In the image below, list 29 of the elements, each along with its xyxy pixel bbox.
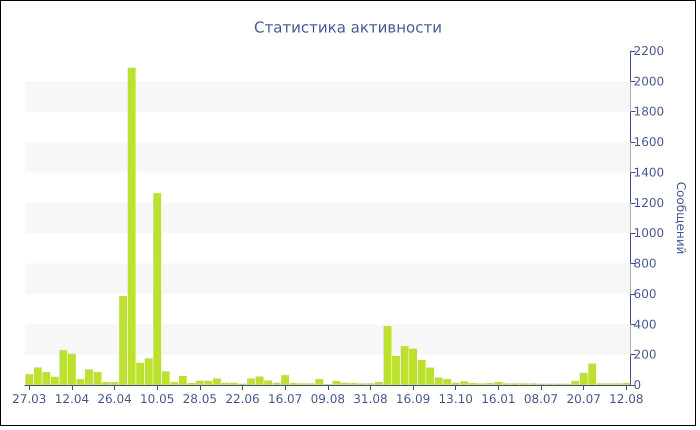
- x-tick-label: 20.07: [566, 392, 601, 406]
- y-tick-label: 1800: [634, 104, 664, 119]
- y-tick-label: 1600: [634, 135, 664, 150]
- x-tick-label: 26.04: [97, 392, 132, 406]
- y-tick-label: 200: [634, 348, 656, 362]
- x-tick-label: 16.07: [268, 392, 302, 406]
- x-tick-label: 31.08: [353, 392, 388, 406]
- x-tick-label: 16.01: [481, 392, 516, 406]
- y-tick-label: 1000: [634, 226, 664, 240]
- x-tick-label: 12.08: [609, 392, 644, 406]
- x-tick-label: 09.08: [310, 392, 345, 406]
- x-tick-label: 22.06: [225, 392, 260, 406]
- chart-title: Статистика активности: [254, 18, 442, 36]
- x-tick-label: 10.05: [140, 392, 174, 406]
- x-tick-label: 27.03: [12, 392, 46, 406]
- y-tick-label: 1200: [634, 196, 664, 210]
- y-tick-label: 0: [634, 378, 642, 392]
- y-tick-label: 2000: [634, 74, 664, 88]
- x-tick-label: 12.04: [54, 392, 90, 406]
- y-tick-label: 600: [634, 286, 656, 301]
- x-tick-label: 16.09: [396, 392, 430, 406]
- y-tick-label: 800: [634, 256, 656, 271]
- x-tick-label: 28.05: [182, 392, 218, 406]
- y-axis-title: Сообщений: [674, 182, 688, 254]
- y-tick-label: 400: [634, 317, 656, 332]
- x-tick-label: 08.07: [524, 392, 558, 406]
- y-tick-label: 1400: [634, 165, 664, 180]
- y-tick-label: 2200: [634, 44, 664, 58]
- x-tick-label: 13.10: [438, 392, 473, 406]
